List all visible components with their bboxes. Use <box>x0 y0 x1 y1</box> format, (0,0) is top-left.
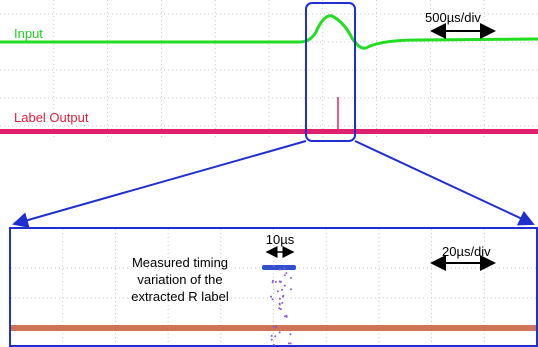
annotation-line: Measured timing <box>132 255 228 270</box>
dot <box>281 289 283 291</box>
dot <box>278 307 280 309</box>
dot <box>284 285 286 287</box>
dot <box>290 277 292 279</box>
window-label: 10µs <box>266 232 295 247</box>
dot <box>279 331 281 333</box>
dot <box>272 280 274 282</box>
dot <box>289 333 291 335</box>
output-label: Label Output <box>14 110 89 125</box>
dot <box>282 295 284 297</box>
dot <box>275 281 277 283</box>
dot <box>279 269 281 271</box>
dot <box>279 281 281 283</box>
bottom-time-scale: 20µs/div <box>442 244 491 259</box>
dot <box>272 281 274 283</box>
dot <box>271 339 273 341</box>
output-band <box>11 325 536 331</box>
dot <box>279 298 281 300</box>
dot <box>284 274 286 276</box>
dot <box>272 298 274 300</box>
output-trace <box>0 129 538 134</box>
dot <box>274 335 276 337</box>
dot <box>290 288 292 290</box>
zoom-connector-right <box>355 141 533 224</box>
figure: Input Label Output 500µs/div 10µs Measur… <box>0 0 538 347</box>
dot <box>283 267 285 269</box>
dot <box>272 326 274 328</box>
dot <box>288 342 290 344</box>
annotation-line: variation of the <box>137 272 222 287</box>
top-time-scale: 500µs/div <box>425 10 481 25</box>
annotation-line: extracted R label <box>131 289 229 304</box>
input-label: Input <box>14 26 43 41</box>
dot <box>273 265 275 267</box>
dot <box>285 272 287 274</box>
dot <box>273 344 275 346</box>
dot <box>275 325 277 327</box>
zoom-box <box>306 3 355 141</box>
zoom-connector-left <box>14 141 306 224</box>
dot <box>271 335 273 337</box>
dot <box>285 315 287 317</box>
dot <box>290 342 292 344</box>
dot <box>270 296 272 298</box>
dot <box>281 302 283 304</box>
dot <box>277 290 279 292</box>
dot <box>279 303 281 305</box>
